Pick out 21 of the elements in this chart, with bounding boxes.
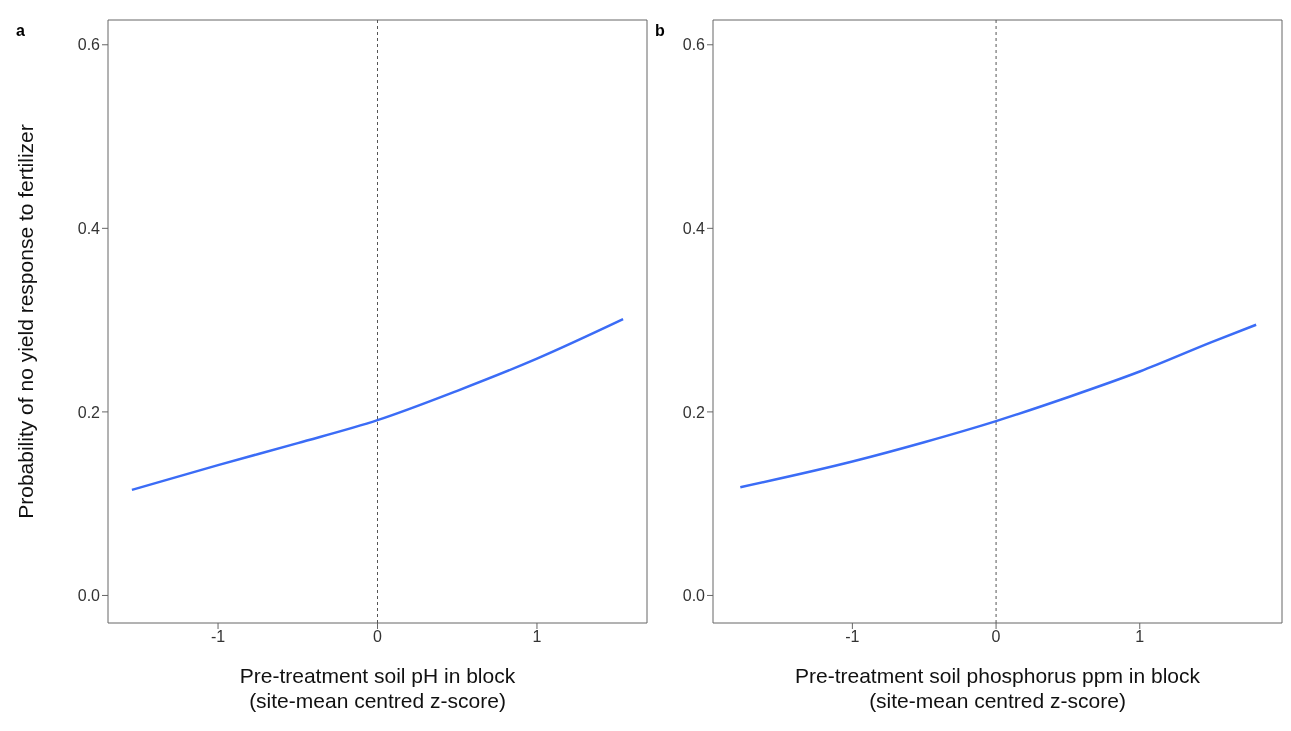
x-tick-label: 0 (373, 628, 383, 646)
line-series (130, 317, 625, 492)
y-tick-label: 0.0 (77, 587, 101, 605)
x-tick-label: 1 (532, 628, 542, 646)
chart-title: a (16, 22, 25, 40)
x-axis-title: Pre-treatment soil phosphorus ppm in block (site-mean centred z-score) (794, 664, 1201, 712)
y-tick-label: 0.0 (682, 587, 706, 605)
x-tick-label: -1 (210, 628, 226, 646)
x-tick-label: 0 (991, 628, 1001, 646)
y-axis-title: Probability of no yield response to fertilizer (14, 124, 38, 519)
y-tick-label: 0.6 (682, 36, 706, 54)
y-tick-label: 0.2 (77, 403, 101, 421)
line-series (739, 323, 1258, 489)
y-tick-label: 0.2 (682, 403, 706, 421)
y-tick-label: 0.6 (77, 36, 101, 54)
chart-title: b (655, 22, 665, 40)
x-axis-title: Pre-treatment soil pH in block (site-mean centred z-score) (239, 664, 516, 712)
x-tick-label: -1 (845, 628, 860, 646)
y-tick-label: 0.4 (682, 220, 706, 238)
x-tick-label: 1 (1135, 628, 1145, 646)
y-tick-label: 0.4 (77, 220, 101, 238)
